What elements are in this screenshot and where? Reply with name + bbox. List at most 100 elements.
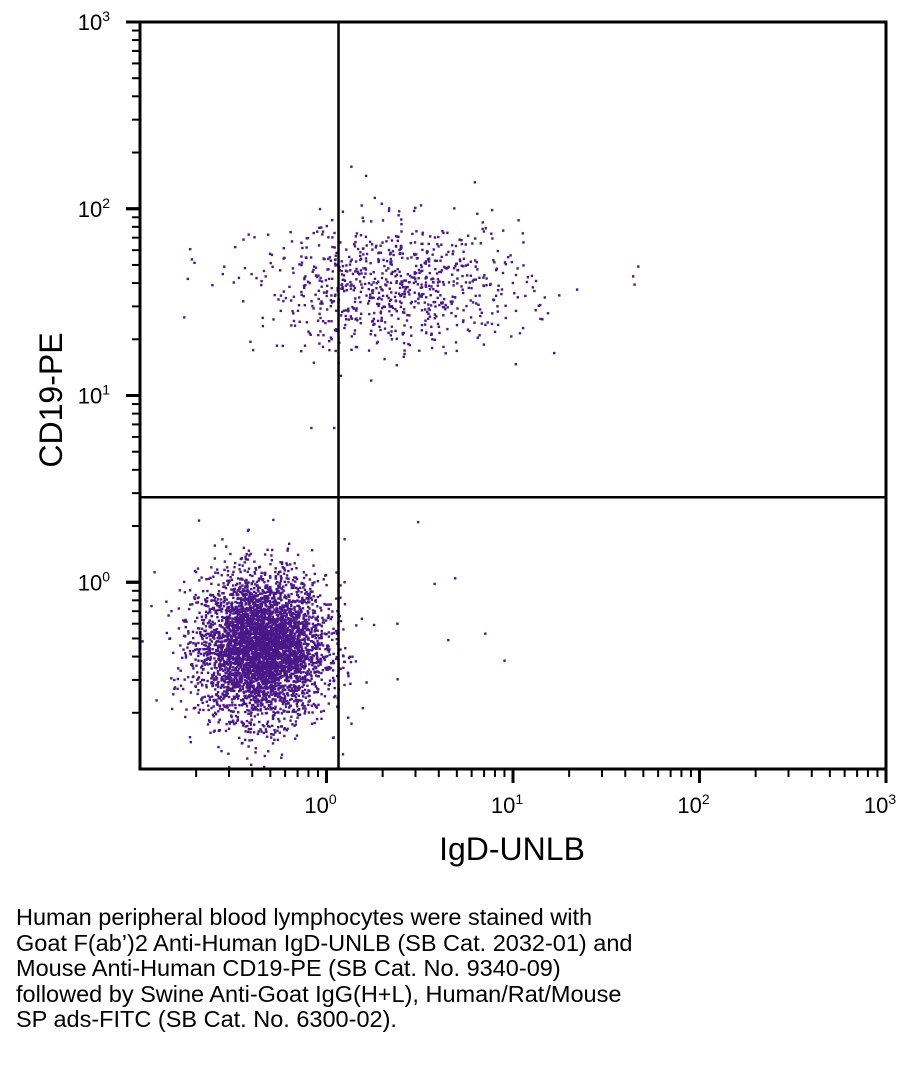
data-point [309,631,313,634]
data-point [310,549,314,552]
data-point [243,635,247,638]
data-point [187,630,190,633]
data-point [293,623,297,626]
data-point [524,294,527,298]
data-point [202,648,205,651]
data-point [250,694,253,698]
data-point [231,626,235,629]
data-point [227,677,230,680]
data-point [192,642,195,645]
data-point [282,611,286,614]
data-point [199,630,202,634]
data-point [237,649,240,652]
data-point [282,589,286,592]
data-point [385,259,389,263]
data-point [228,617,232,620]
data-point [240,675,243,678]
data-point [219,601,223,604]
data-point [407,290,410,294]
data-point [356,319,359,322]
data-point [420,329,423,332]
data-point [229,655,232,658]
data-point [234,620,237,623]
data-point [282,619,285,622]
data-point [312,564,315,567]
data-point [251,674,254,677]
data-point [259,709,262,712]
data-point [200,576,203,579]
data-point [278,642,281,645]
data-point [304,618,308,621]
data-point [379,244,382,247]
data-point [203,634,206,637]
data-point [254,618,257,621]
data-point [297,304,301,307]
data-point [391,306,395,310]
data-point [241,627,244,631]
data-point [203,663,207,666]
data-point [233,722,236,726]
data-point [205,600,209,603]
data-point [214,628,218,632]
data-point [292,612,296,616]
data-point [256,610,259,613]
data-point [226,649,229,652]
data-point [286,710,289,713]
data-point [353,286,357,290]
data-point [273,639,277,642]
data-point [418,293,421,297]
data-point [227,663,230,666]
data-point [296,644,299,648]
data-point [247,655,250,659]
data-point [306,593,309,597]
data-point [207,577,210,581]
data-point [268,614,272,618]
data-point [262,578,265,581]
data-point [244,730,247,733]
data-point [264,623,268,627]
data-point [170,609,173,613]
data-point [266,612,270,615]
data-point [293,724,296,727]
data-point [282,572,286,575]
data-point [267,666,271,669]
data-point [300,590,303,594]
data-point [210,640,213,643]
data-point [218,594,221,597]
data-point [264,698,268,701]
data-point [240,657,243,661]
data-point [246,647,250,650]
data-point [297,660,300,663]
data-point [260,604,264,607]
data-point [248,687,252,691]
data-point [280,674,283,678]
data-point [256,694,259,697]
data-point [206,596,209,600]
data-point [254,747,257,750]
data-point [340,260,343,263]
data-point [278,606,282,609]
data-point [276,668,279,671]
data-point [310,616,313,619]
data-point [286,665,289,668]
data-point [296,679,300,682]
data-point [298,642,301,645]
data-point [217,590,221,593]
data-point [212,575,215,578]
data-point [481,227,484,231]
data-point [265,681,268,685]
data-point [259,637,262,641]
data-point [352,289,355,292]
data-point [320,710,323,713]
data-point [220,610,223,613]
data-point [194,706,197,710]
data-point [304,671,308,674]
data-point [275,629,278,633]
data-point [276,695,280,699]
data-point [286,637,289,640]
data-point [235,591,238,594]
data-point [187,607,191,611]
data-point [279,611,282,614]
data-point [370,283,373,286]
data-point [417,268,421,272]
